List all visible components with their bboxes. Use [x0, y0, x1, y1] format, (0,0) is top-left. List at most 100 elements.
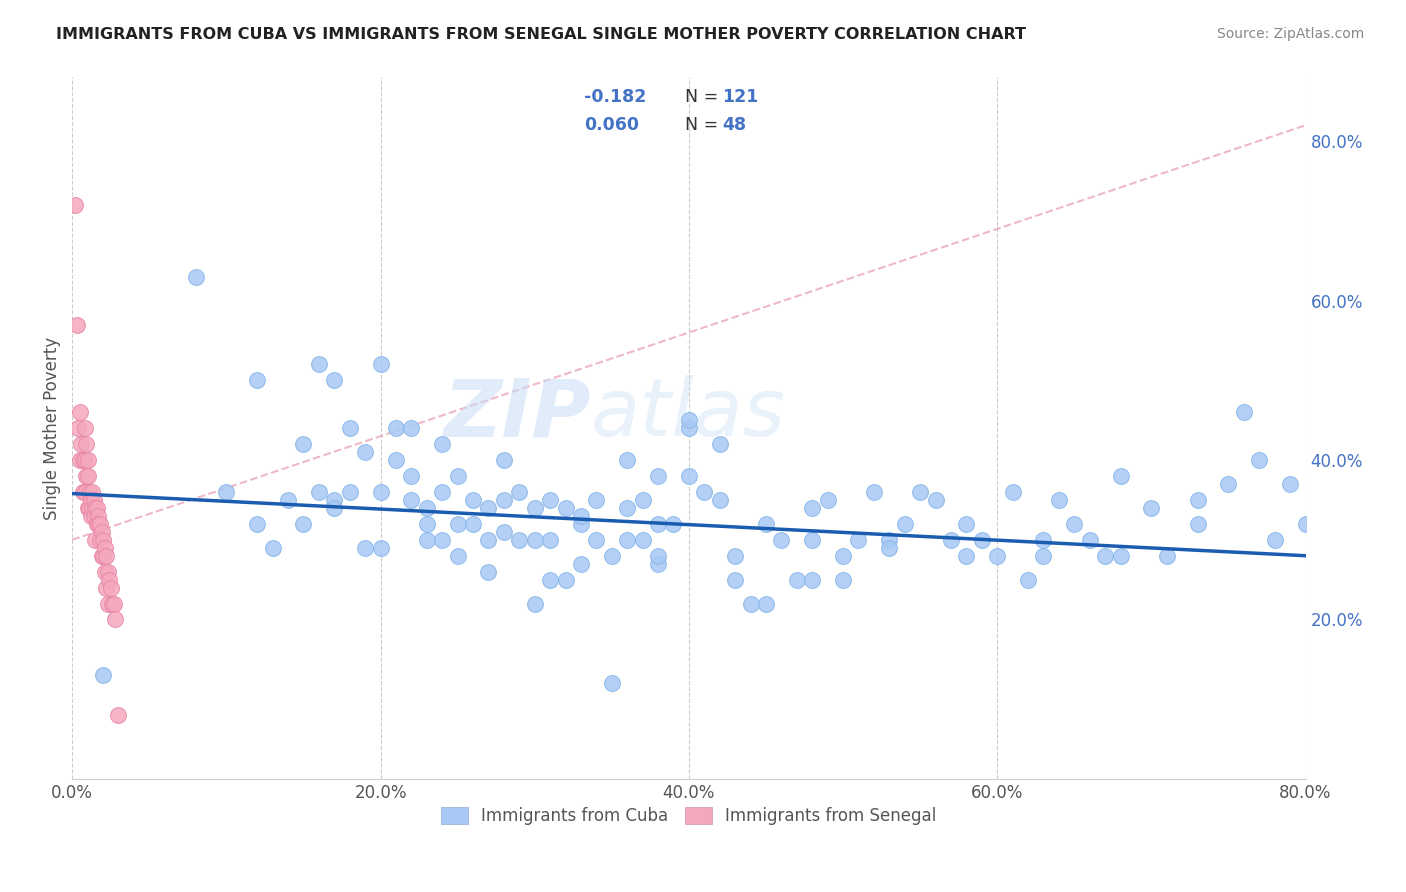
Point [246, 373, 269, 387]
Point [616, 533, 638, 547]
Point [1047, 492, 1070, 507]
Point [569, 557, 592, 571]
Point [401, 469, 423, 483]
Point [75, 469, 97, 483]
Point [323, 500, 346, 515]
Point [508, 485, 530, 500]
Point [72, 453, 94, 467]
Point [647, 549, 669, 563]
Point [585, 533, 607, 547]
Point [72, 485, 94, 500]
Point [1295, 516, 1317, 531]
Point [262, 541, 284, 555]
Point [647, 557, 669, 571]
Point [89, 533, 111, 547]
Point [370, 358, 392, 372]
Point [569, 516, 592, 531]
Point [801, 573, 824, 587]
Point [69, 453, 91, 467]
Point [69, 405, 91, 419]
Point [939, 533, 962, 547]
Point [492, 492, 515, 507]
Point [755, 516, 778, 531]
Point [1063, 516, 1085, 531]
Point [538, 492, 561, 507]
Point [432, 485, 454, 500]
Point [98, 573, 121, 587]
Point [93, 565, 115, 579]
Text: 48: 48 [723, 116, 747, 134]
Text: 121: 121 [723, 88, 759, 106]
Point [693, 485, 716, 500]
Point [678, 413, 700, 427]
Point [446, 469, 468, 483]
Point [97, 597, 120, 611]
Point [91, 668, 114, 682]
Text: Source: ZipAtlas.com: Source: ZipAtlas.com [1216, 27, 1364, 41]
Point [339, 421, 361, 435]
Point [385, 421, 408, 435]
Point [461, 492, 484, 507]
Point [91, 533, 114, 547]
Point [1032, 549, 1054, 563]
Point [801, 533, 824, 547]
Point [354, 541, 377, 555]
Point [848, 533, 870, 547]
Point [90, 549, 112, 563]
Point [616, 453, 638, 467]
Point [461, 516, 484, 531]
Point [75, 437, 97, 451]
Point [73, 453, 96, 467]
Point [82, 500, 104, 515]
Point [832, 549, 855, 563]
Point [308, 485, 330, 500]
Point [770, 533, 793, 547]
Text: -0.182: -0.182 [583, 88, 647, 106]
Point [86, 500, 108, 515]
Point [87, 516, 110, 531]
Point [107, 708, 129, 723]
Point [863, 485, 886, 500]
Text: ZIP: ZIP [443, 376, 591, 453]
Point [66, 318, 89, 332]
Point [401, 421, 423, 435]
Point [103, 597, 125, 611]
Point [600, 549, 623, 563]
Point [477, 533, 499, 547]
Point [955, 549, 977, 563]
Point [631, 533, 654, 547]
Point [709, 492, 731, 507]
Point [416, 516, 439, 531]
Point [1249, 453, 1271, 467]
Text: atlas: atlas [591, 376, 785, 453]
Point [1109, 549, 1132, 563]
Point [709, 437, 731, 451]
Point [893, 516, 915, 531]
Point [1017, 573, 1039, 587]
Point [801, 500, 824, 515]
Point [91, 549, 114, 563]
Point [246, 516, 269, 531]
Point [370, 485, 392, 500]
Point [724, 549, 747, 563]
Point [970, 533, 993, 547]
Point [986, 549, 1008, 563]
Point [1032, 533, 1054, 547]
Legend: Immigrants from Cuba, Immigrants from Senegal: Immigrants from Cuba, Immigrants from Se… [433, 799, 945, 834]
Point [1233, 405, 1256, 419]
Point [1109, 469, 1132, 483]
Point [323, 373, 346, 387]
Point [277, 492, 299, 507]
Point [82, 485, 104, 500]
Text: IMMIGRANTS FROM CUBA VS IMMIGRANTS FROM SENEGAL SINGLE MOTHER POVERTY CORRELATIO: IMMIGRANTS FROM CUBA VS IMMIGRANTS FROM … [56, 27, 1026, 42]
Point [83, 508, 105, 523]
Point [1187, 516, 1209, 531]
Point [80, 508, 103, 523]
Point [416, 500, 439, 515]
Point [70, 437, 93, 451]
Point [65, 198, 87, 212]
Text: 0.060: 0.060 [583, 116, 640, 134]
Point [647, 516, 669, 531]
Point [86, 516, 108, 531]
Point [523, 500, 546, 515]
